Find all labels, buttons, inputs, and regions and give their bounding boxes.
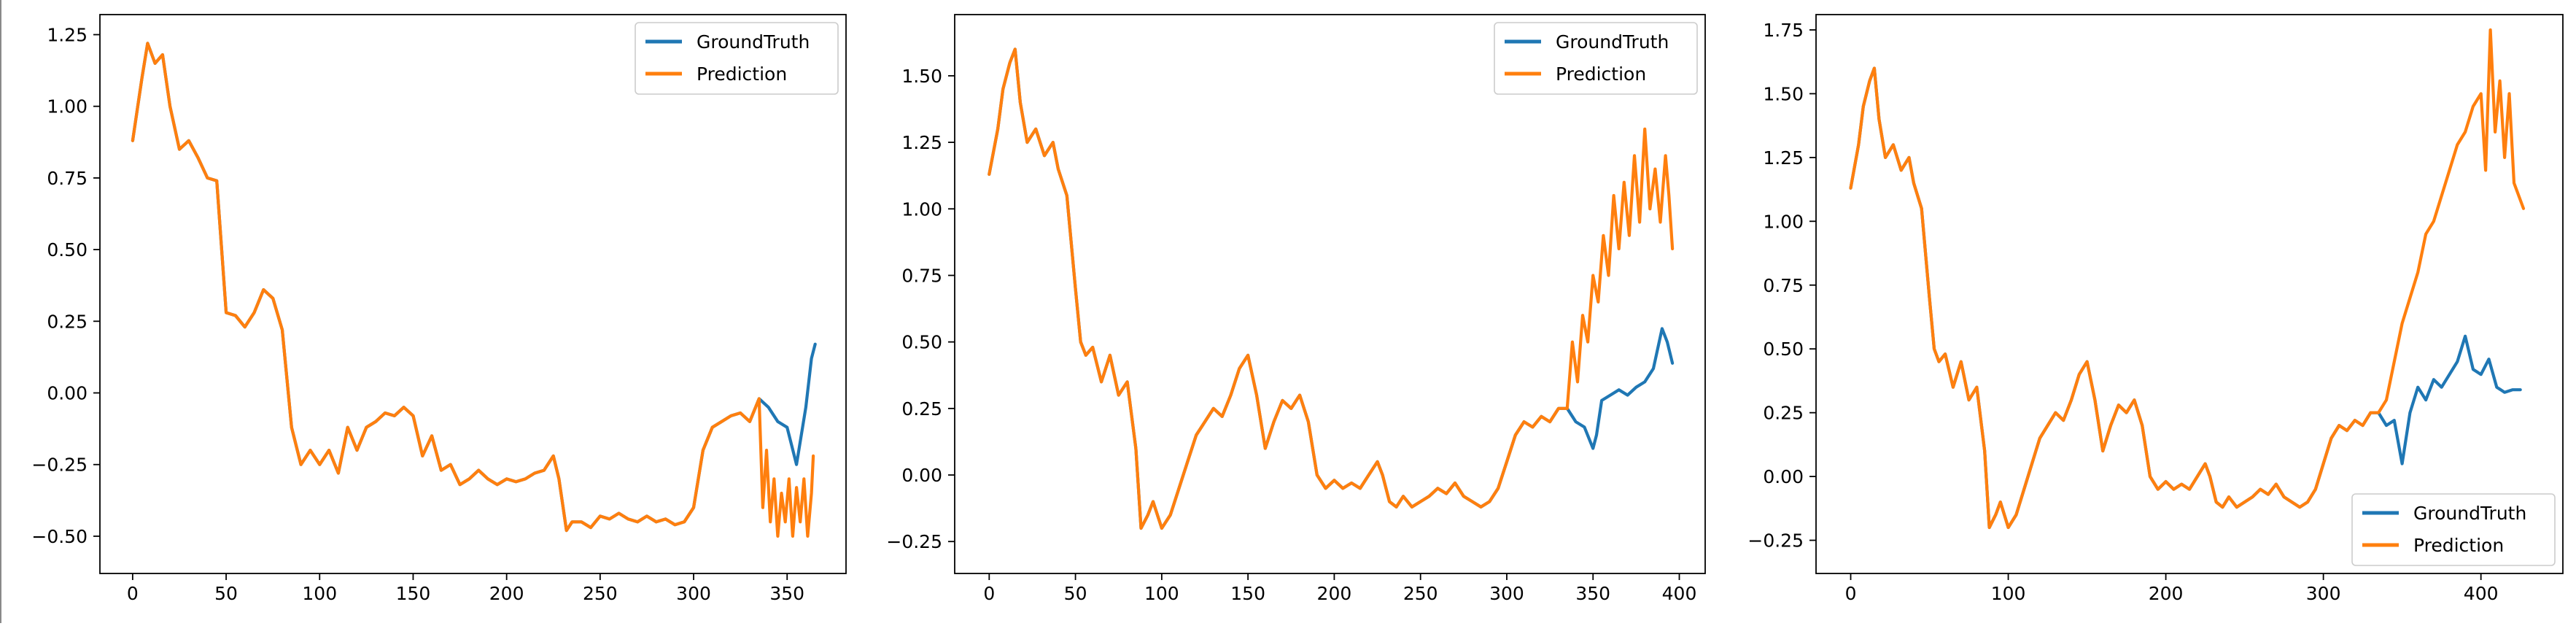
y-tick-label: 0.25 xyxy=(901,398,942,420)
series-line-groundtruth xyxy=(988,47,1675,530)
legend: GroundTruth Prediction xyxy=(635,22,839,95)
y-tick-label: 1.00 xyxy=(47,96,88,117)
y-tick-label: 0.75 xyxy=(1763,275,1804,296)
y-tick-label: 0.00 xyxy=(47,383,88,404)
legend-label-groundtruth: GroundTruth xyxy=(697,31,810,53)
x-tick-label: 400 xyxy=(2464,583,2499,604)
chart-panel-1: 0 50 100 150 200 250 300 350 −0.50 −0.25 0.00 0.25 0… xyxy=(31,14,847,604)
x-tick-label: 100 xyxy=(1144,583,1179,604)
legend: GroundTruth Prediction xyxy=(1494,22,1698,95)
legend-label-prediction: Prediction xyxy=(697,63,787,85)
x-tick-label: 150 xyxy=(1230,583,1265,604)
series-line-prediction xyxy=(988,47,1675,530)
y-tick-label: −0.25 xyxy=(1747,530,1804,552)
y-tick-label: 0.00 xyxy=(1763,466,1804,487)
legend-box xyxy=(1494,22,1698,95)
y-tick-label: 1.00 xyxy=(1763,211,1804,232)
y-tick-label: 0.75 xyxy=(901,265,942,286)
y-tick-label: 0.75 xyxy=(47,168,88,189)
axes-frame xyxy=(1815,14,2564,574)
series-line-prediction xyxy=(131,42,815,538)
x-tick-label: 350 xyxy=(769,583,804,604)
y-tick-label: 1.50 xyxy=(1763,83,1804,104)
x-tick-label: 100 xyxy=(302,583,337,604)
legend-label-groundtruth: GroundTruth xyxy=(2413,503,2526,524)
legend-label-prediction: Prediction xyxy=(2413,535,2504,556)
series-line-prediction xyxy=(1849,28,2526,530)
x-tick-label: 350 xyxy=(1575,583,1610,604)
x-tick-label: 0 xyxy=(983,583,995,604)
x-tick-label: 200 xyxy=(489,583,524,604)
y-tick-label: 0.50 xyxy=(47,239,88,260)
x-tick-label: 250 xyxy=(583,583,618,604)
series-line-groundtruth xyxy=(1849,66,2522,530)
x-tick-label: 300 xyxy=(676,583,711,604)
y-tick-label: 0.50 xyxy=(1763,339,1804,360)
x-tick-label: 250 xyxy=(1403,583,1438,604)
axes-frame xyxy=(954,14,1706,574)
series-line-groundtruth xyxy=(131,42,817,533)
y-tick-label: 1.25 xyxy=(901,132,942,153)
x-tick-label: 300 xyxy=(2306,583,2341,604)
y-tick-label: 1.25 xyxy=(1763,147,1804,169)
y-tick-label: 0.25 xyxy=(1763,403,1804,424)
legend-label-groundtruth: GroundTruth xyxy=(1556,31,1669,53)
chart-panel-3: 0 100 200 300 400 −0.25 0.00 0.25 0.50 0.75 1.00 1.… xyxy=(1747,14,2564,604)
legend: GroundTruth Prediction xyxy=(2351,493,2556,566)
y-tick-label: 1.00 xyxy=(901,198,942,220)
x-tick-label: 0 xyxy=(1845,583,1857,604)
x-tick-label: 150 xyxy=(396,583,431,604)
legend-box xyxy=(635,22,839,95)
y-tick-label: −0.25 xyxy=(31,455,88,476)
legend-box xyxy=(2351,493,2556,566)
x-tick-label: 50 xyxy=(214,583,238,604)
x-tick-label: 300 xyxy=(1489,583,1524,604)
x-tick-label: 100 xyxy=(1991,583,2026,604)
legend-label-prediction: Prediction xyxy=(1556,63,1646,85)
chart-panel-2: 0 50 100 150 200 250 300 350 400 −0.25 0.00 0.25 0.5… xyxy=(886,14,1706,604)
y-tick-label: 0.25 xyxy=(47,311,88,332)
y-tick-label: 1.25 xyxy=(47,24,88,45)
x-tick-label: 400 xyxy=(1662,583,1697,604)
y-tick-label: −0.50 xyxy=(31,526,88,547)
y-tick-label: 1.50 xyxy=(901,66,942,87)
axes-frame xyxy=(99,14,847,574)
y-tick-label: −0.25 xyxy=(886,531,942,552)
left-border-line xyxy=(0,0,1,623)
y-tick-label: 0.50 xyxy=(901,332,942,353)
y-tick-label: 1.75 xyxy=(1763,20,1804,41)
x-tick-label: 50 xyxy=(1064,583,1087,604)
y-tick-label: 0.00 xyxy=(901,465,942,486)
x-tick-label: 0 xyxy=(127,583,139,604)
x-tick-label: 200 xyxy=(2149,583,2184,604)
x-tick-label: 200 xyxy=(1317,583,1352,604)
